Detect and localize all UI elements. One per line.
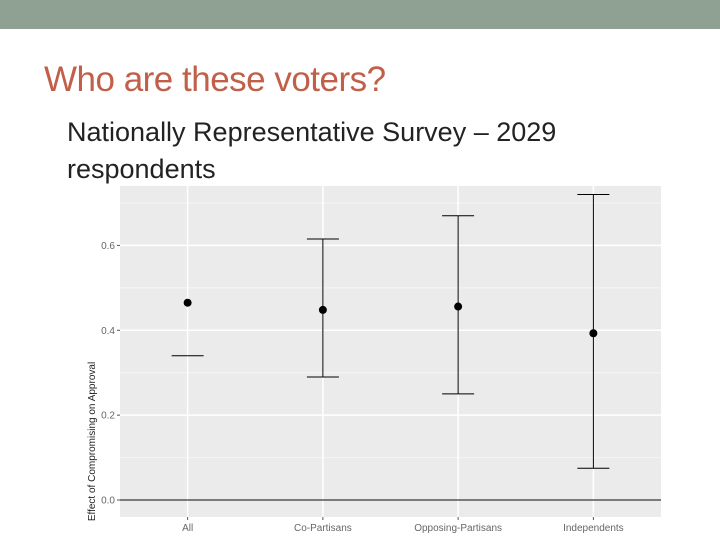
minor-gridlines (120, 202, 661, 459)
x-tick-label: Independents (563, 523, 624, 534)
estimate-point (589, 329, 598, 338)
y-tick-labels: 0.0 0.2 0.4 0.6 (101, 241, 120, 507)
x-tick-label: Opposing-Partisans (414, 523, 502, 534)
slide-body-text: Nationally Representative Survey – 2029 … (67, 117, 557, 184)
estimate-point (183, 298, 192, 307)
x-tick-labels: All Co-Partisans Opposing-Partisans Indepen… (182, 517, 624, 534)
x-tick-label: All (182, 523, 193, 534)
chart-panel (120, 186, 661, 517)
estimate-point (454, 302, 463, 311)
slide-title: Who are these voters? (44, 60, 386, 99)
slide-top-band (0, 0, 720, 29)
estimate-points (183, 298, 598, 338)
y-tick-label: 0.6 (101, 241, 115, 252)
y-tick-label: 0.0 (101, 496, 115, 507)
y-tick-label: 0.4 (101, 326, 115, 337)
y-tick-label: 0.2 (101, 411, 115, 422)
estimate-point (318, 305, 327, 314)
x-tick-label: Co-Partisans (294, 523, 352, 534)
y-axis-label: Effect of Compromising on Approval (87, 362, 98, 521)
